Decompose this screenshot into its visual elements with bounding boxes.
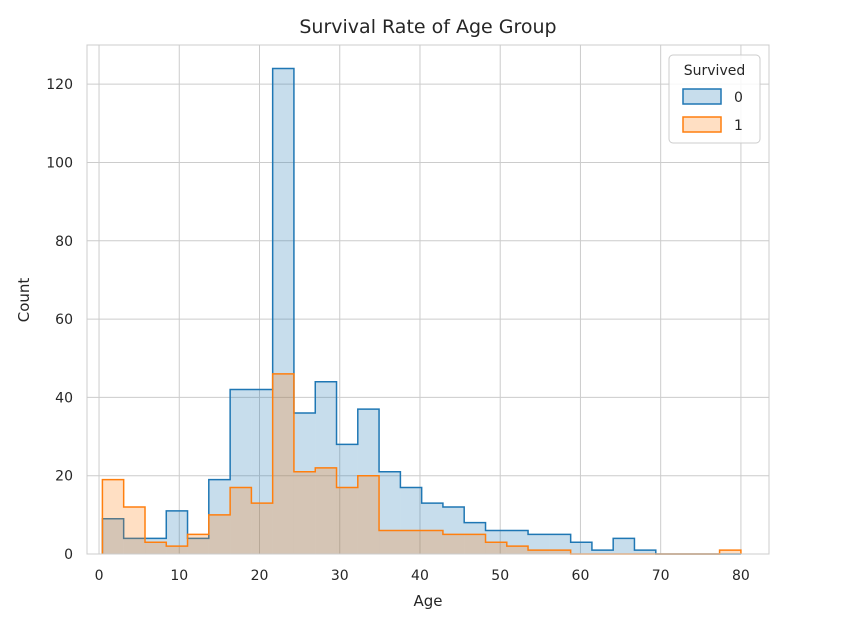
plot-frame [86,44,770,555]
step-outline-series-0 [101,67,741,555]
legend-label-1: 1 [734,118,743,134]
x-tick-label: 20 [251,568,269,584]
x-tick-label: 70 [652,568,670,584]
bar-series-1 [506,546,529,554]
bar-series-1 [528,550,550,554]
bar-series-0 [613,538,635,554]
histogram-series [101,67,742,555]
bar-series-0 [464,522,486,554]
bar-series-1 [123,507,146,554]
y-axis-label: Count [15,278,33,323]
bar-series-1 [549,550,571,554]
x-tick-label: 10 [170,568,188,584]
bar-series-0 [293,413,316,554]
legend: Survived 0 1 [668,54,761,144]
legend-swatch-0 [682,88,722,105]
chart-title: Survival Rate of Age Group [299,16,556,38]
bar-series-1 [166,546,188,554]
bar-series-1 [421,530,443,554]
bar-series-0 [506,530,529,554]
y-tick-label: 100 [46,155,73,171]
bar-series-0 [251,389,273,554]
bar-series-1 [208,514,231,554]
y-tick-label: 0 [64,547,73,563]
x-axis-ticks: 0 10 20 30 40 50 60 70 80 [95,568,750,584]
x-tick-label: 80 [732,568,750,584]
bar-series-1 [251,503,273,554]
bar-series-0 [421,503,443,554]
bar-series-0 [379,471,401,554]
bar-series-0 [528,534,550,554]
bar-series-1 [145,542,167,554]
bar-series-1 [336,487,358,554]
bar-series-1 [485,542,507,554]
bar-series-0 [570,542,592,554]
bar-series-1 [293,471,316,554]
legend-title: Survived [684,63,745,79]
y-tick-label: 40 [55,390,73,406]
bar-series-0 [357,409,380,554]
bar-series-0 [272,68,294,554]
bar-series-0 [166,510,188,554]
bar-series-0 [102,518,124,554]
bar-series-1 [272,373,294,554]
bar-series-1 [357,475,380,554]
y-tick-label: 20 [55,469,73,485]
bar-series-0 [336,444,358,554]
legend-swatch-1 [682,116,722,133]
bar-series-1 [187,534,209,554]
x-tick-label: 40 [411,568,429,584]
bar-series-0 [442,507,465,554]
bar-series-0 [549,534,571,554]
bar-series-0 [634,550,656,554]
bar-series-0 [591,550,614,554]
bar-series-0 [208,479,231,554]
bar-series-1 [719,550,741,554]
bar-series-1 [315,467,337,554]
y-tick-label: 80 [55,234,73,250]
bar-series-0 [230,389,252,554]
y-tick-label: 60 [55,312,73,328]
bar-series-1 [400,530,422,554]
x-tick-label: 30 [331,568,349,584]
x-tick-label: 60 [572,568,590,584]
legend-box [668,54,761,144]
bar-series-0 [187,538,209,554]
x-axis-label: Age [413,592,442,610]
bar-series-1 [442,534,465,554]
series-0 [101,67,741,555]
bar-series-1 [230,487,252,554]
y-axis-ticks: 0 20 40 60 80 100 120 [46,77,73,563]
bar-series-1 [102,479,124,554]
bar-series-0 [123,538,146,554]
bar-series-1 [379,530,401,554]
grid [87,45,769,555]
x-tick-label: 0 [95,568,104,584]
bar-series-0 [400,487,422,554]
legend-label-0: 0 [734,90,743,106]
bar-series-1 [464,534,486,554]
y-tick-label: 120 [46,77,73,93]
x-tick-label: 50 [491,568,509,584]
